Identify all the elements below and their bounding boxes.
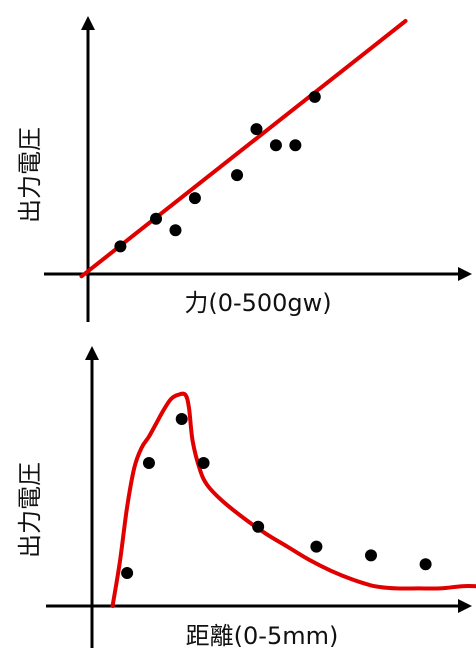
data-point: [365, 549, 377, 562]
data-point: [231, 169, 244, 182]
x-axis-label: 距離(0-5mm): [186, 622, 339, 650]
data-point: [121, 567, 134, 579]
data-point: [269, 139, 282, 152]
y-axis-arrow-icon: [85, 346, 99, 360]
data-point: [250, 123, 263, 136]
data-point: [150, 212, 163, 225]
fit-line: [79, 19, 408, 279]
data-point: [175, 413, 188, 425]
data-point: [310, 540, 323, 553]
x-axis-label: 力(0-500gw): [184, 289, 331, 317]
data-point: [114, 240, 127, 253]
data-point: [142, 457, 155, 469]
x-axis-arrow-icon: [458, 599, 472, 613]
data-point: [419, 558, 432, 571]
data-point: [252, 520, 265, 533]
data-point: [197, 457, 210, 469]
data-point: [188, 192, 201, 205]
force-voltage-plot: 力(0-500gw) 出力電圧: [16, 16, 472, 322]
force-voltage-chart: 力(0-500gw) 出力電圧: [16, 16, 472, 322]
fit-curve: [110, 391, 476, 608]
data-point: [308, 90, 321, 103]
distance-voltage-chart: 距離(0-5mm) 出力電圧: [0, 330, 476, 651]
distance-voltage-plot: 距離(0-5mm) 出力電圧: [16, 346, 476, 650]
y-axis-arrow-icon: [81, 16, 95, 30]
data-point: [169, 224, 182, 237]
x-axis-arrow-icon: [458, 267, 472, 281]
y-axis-label: 出力電圧: [16, 127, 44, 223]
y-axis-label: 出力電圧: [16, 462, 44, 558]
data-point: [289, 139, 302, 152]
